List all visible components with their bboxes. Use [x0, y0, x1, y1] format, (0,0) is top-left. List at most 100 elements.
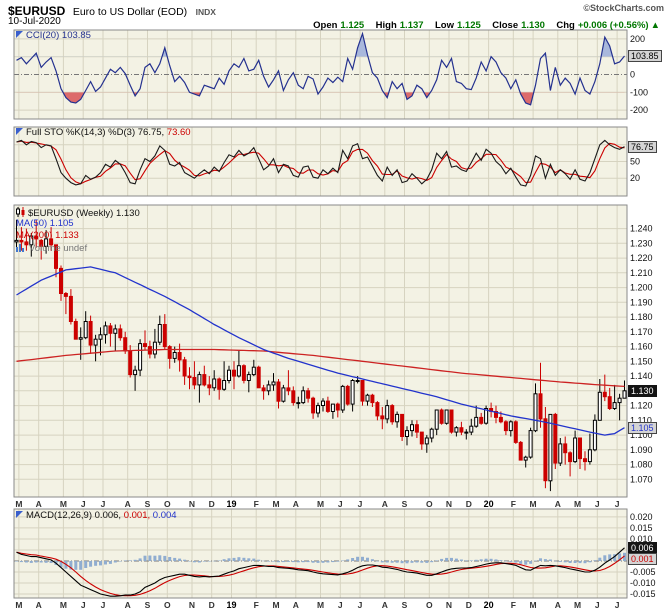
- volume-legend: Volume undef: [16, 243, 87, 255]
- svg-text:-100: -100: [630, 87, 648, 97]
- price-legend: $EURUSD (Weekly) 1.130: [16, 207, 140, 220]
- svg-text:F: F: [511, 499, 516, 509]
- cci-legend: CCI(20) 103.85: [16, 31, 91, 41]
- volume-label: Volume undef: [29, 243, 88, 254]
- low-value: 1.125: [457, 20, 481, 31]
- svg-text:N: N: [446, 600, 452, 610]
- svg-text:A: A: [36, 499, 42, 509]
- svg-text:200: 200: [630, 34, 645, 44]
- ma200-legend: MA(200) 1.133: [16, 230, 79, 241]
- macd-signal-value: 0.001,: [123, 510, 151, 521]
- svg-text:D: D: [466, 600, 472, 610]
- svg-text:N: N: [189, 600, 195, 610]
- high-value: 1.137: [399, 20, 424, 31]
- svg-text:S: S: [145, 499, 151, 509]
- svg-text:O: O: [164, 600, 171, 610]
- svg-text:-0.010: -0.010: [630, 578, 656, 588]
- exchange: INDX: [195, 7, 216, 17]
- stochastic-value-box: 76.75: [628, 141, 657, 153]
- svg-text:-0.005: -0.005: [630, 567, 656, 577]
- svg-text:M: M: [60, 600, 67, 610]
- svg-text:19: 19: [226, 499, 236, 509]
- svg-text:M: M: [530, 499, 537, 509]
- svg-text:D: D: [466, 499, 472, 509]
- svg-text:O: O: [164, 499, 171, 509]
- svg-text:0.015: 0.015: [630, 523, 653, 533]
- quote-date: 10-Jul-2020: [8, 16, 61, 27]
- svg-text:0.010: 0.010: [630, 534, 653, 544]
- quote-line: Open 1.125 High 1.137 Low 1.125 Close 1.130 …: [313, 15, 660, 33]
- macd-legend: MACD(12,26,9) 0.006, 0.001, 0.004: [16, 511, 177, 521]
- macd-line-value: 0.006,: [94, 510, 122, 521]
- panel-collapse-icon[interactable]: [16, 31, 23, 38]
- low-label: Low: [435, 20, 454, 31]
- stochastic-d-value: 73.60: [166, 127, 191, 138]
- svg-text:1.080: 1.080: [630, 460, 653, 470]
- svg-text:1.150: 1.150: [630, 356, 653, 366]
- panel-collapse-icon[interactable]: [16, 128, 23, 135]
- open-label: Open: [313, 20, 338, 31]
- svg-text:A: A: [125, 600, 131, 610]
- svg-text:J: J: [101, 600, 106, 610]
- svg-text:-200: -200: [630, 105, 648, 115]
- ma50-legend: MA(50) 1.105: [16, 218, 74, 229]
- svg-text:M: M: [317, 600, 324, 610]
- svg-text:A: A: [382, 600, 388, 610]
- svg-text:J: J: [358, 600, 363, 610]
- stochastic-legend: Full STO %K(14,3) %D(3) 76.75, 73.60: [16, 128, 191, 138]
- svg-text:-0.015: -0.015: [630, 589, 656, 599]
- svg-text:1.210: 1.210: [630, 268, 653, 278]
- svg-text:A: A: [36, 600, 42, 610]
- open-value: 1.125: [340, 20, 365, 31]
- high-label: High: [375, 20, 397, 31]
- svg-text:M: M: [60, 499, 67, 509]
- svg-text:J: J: [615, 499, 620, 509]
- svg-text:D: D: [209, 499, 215, 509]
- svg-text:M: M: [15, 499, 22, 509]
- cci-value: 103.85: [61, 30, 91, 41]
- last-price-box: 1.130: [628, 385, 657, 397]
- svg-text:N: N: [189, 499, 195, 509]
- ma50-value-box: 1.105: [628, 422, 657, 434]
- close-value: 1.130: [521, 20, 545, 31]
- volume-bars-icon: [16, 243, 26, 255]
- svg-text:J: J: [338, 499, 343, 509]
- macd-hist-value: 0.004: [152, 510, 177, 521]
- svg-text:S: S: [402, 600, 408, 610]
- svg-text:1.100: 1.100: [630, 430, 653, 440]
- panel-collapse-icon[interactable]: [16, 511, 23, 518]
- svg-text:1.090: 1.090: [630, 445, 653, 455]
- svg-text:1.160: 1.160: [630, 342, 653, 352]
- svg-text:J: J: [358, 499, 363, 509]
- svg-text:F: F: [254, 600, 259, 610]
- svg-text:M: M: [272, 600, 279, 610]
- svg-text:1.190: 1.190: [630, 297, 653, 307]
- chg-up-icon: ▲: [650, 20, 660, 31]
- svg-text:1.240: 1.240: [630, 224, 653, 234]
- svg-text:1.220: 1.220: [630, 253, 653, 263]
- copyright: ©StockCharts.com: [583, 3, 664, 13]
- svg-text:A: A: [555, 499, 561, 509]
- macd-label: MACD(12,26,9): [26, 510, 92, 521]
- svg-text:1.120: 1.120: [630, 401, 653, 411]
- close-label: Close: [492, 20, 519, 31]
- svg-text:M: M: [574, 499, 581, 509]
- instrument-name: Euro to US Dollar (EOD): [72, 6, 188, 18]
- svg-text:A: A: [555, 600, 561, 610]
- svg-text:J: J: [595, 600, 600, 610]
- svg-text:J: J: [338, 600, 343, 610]
- svg-text:M: M: [272, 499, 279, 509]
- symbol: $EURUSD: [8, 4, 66, 18]
- svg-text:20: 20: [484, 600, 494, 610]
- svg-text:M: M: [15, 600, 22, 610]
- svg-text:J: J: [595, 499, 600, 509]
- svg-text:A: A: [125, 499, 131, 509]
- svg-text:O: O: [426, 499, 433, 509]
- price-symbol-label: $EURUSD (Weekly) 1.130: [28, 208, 140, 219]
- svg-text:1.110: 1.110: [630, 415, 652, 425]
- svg-text:1.200: 1.200: [630, 283, 653, 293]
- svg-text:S: S: [402, 499, 408, 509]
- svg-text:M: M: [574, 600, 581, 610]
